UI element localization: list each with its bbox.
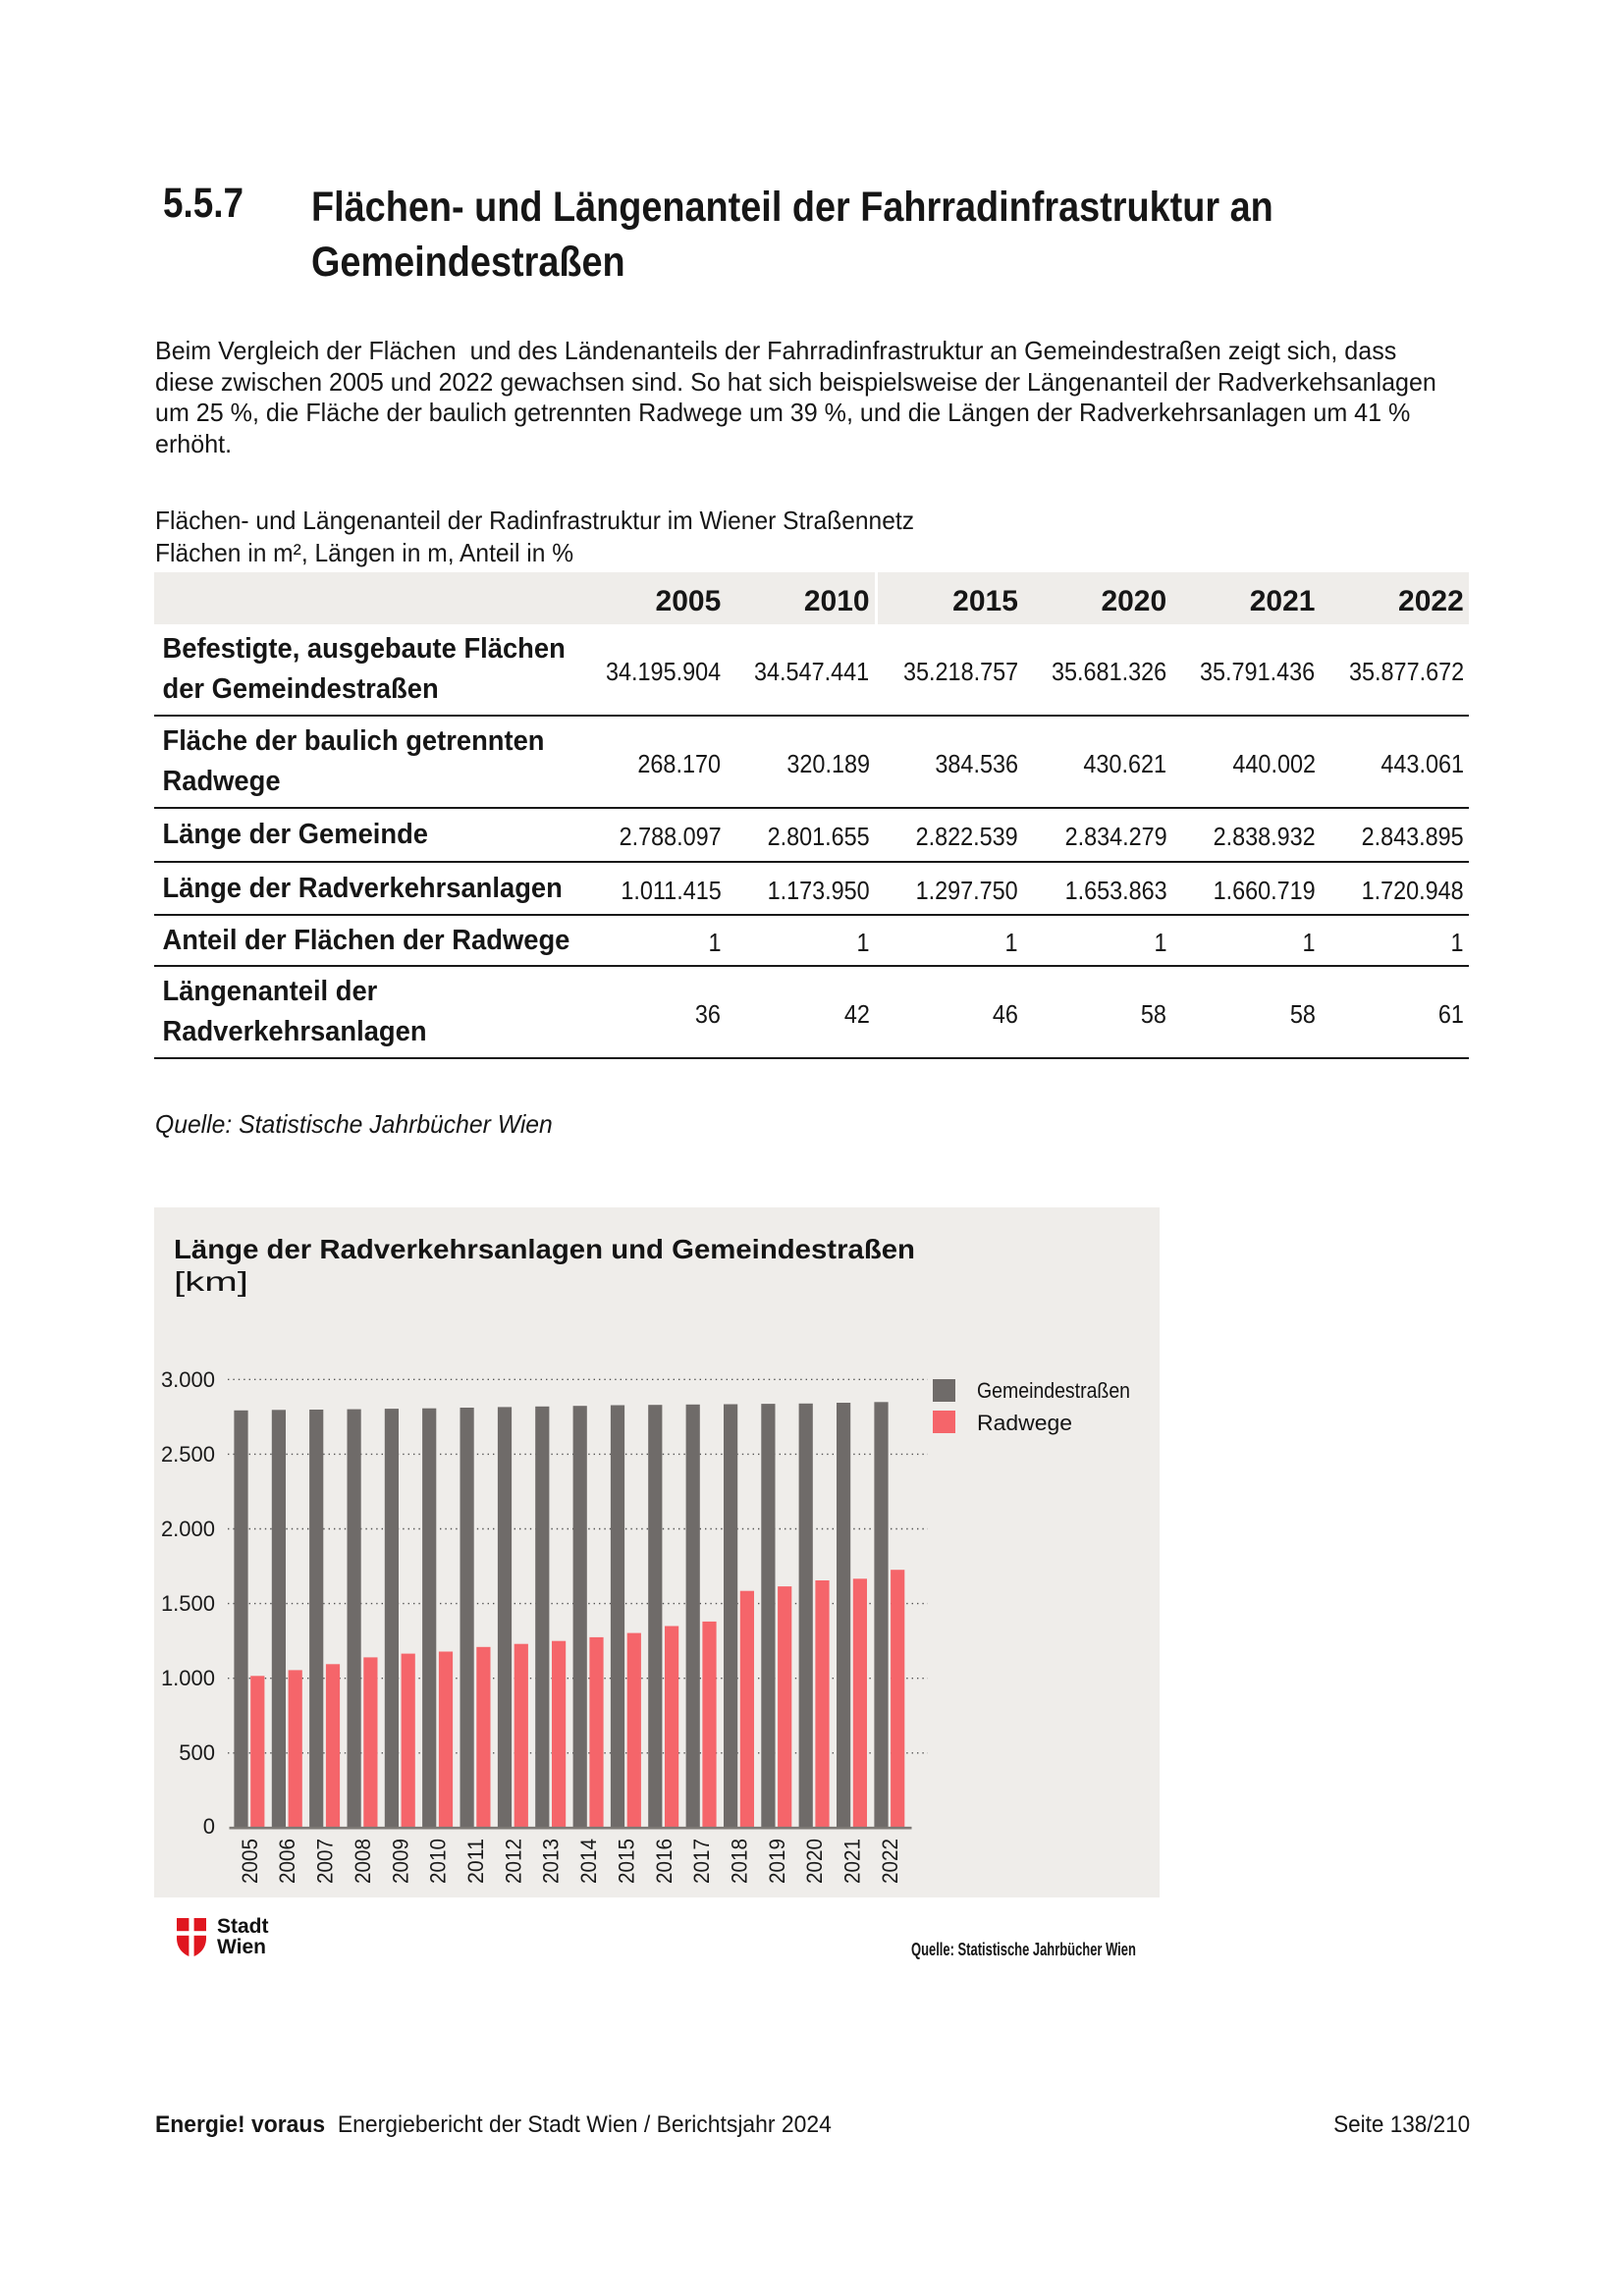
svg-text:2008: 2008 bbox=[351, 1839, 375, 1884]
svg-text:0: 0 bbox=[203, 1814, 215, 1839]
svg-text:2022: 2022 bbox=[878, 1839, 902, 1884]
svg-text:2012: 2012 bbox=[501, 1839, 525, 1884]
svg-text:2011: 2011 bbox=[463, 1839, 488, 1884]
svg-text:[km]: [km] bbox=[174, 1266, 248, 1297]
svg-text:Länge der Radverkehrsanlagen u: Länge der Radverkehrsanlagen und Gemeind… bbox=[174, 1234, 915, 1264]
svg-text:2018: 2018 bbox=[728, 1839, 752, 1884]
svg-text:2009: 2009 bbox=[388, 1839, 412, 1884]
svg-text:2019: 2019 bbox=[765, 1839, 789, 1884]
svg-text:2013: 2013 bbox=[539, 1839, 564, 1884]
svg-text:2006: 2006 bbox=[275, 1839, 299, 1884]
svg-text:1.500: 1.500 bbox=[161, 1591, 215, 1616]
svg-text:2.000: 2.000 bbox=[161, 1517, 215, 1541]
svg-text:Gemeindestraßen: Gemeindestraßen bbox=[977, 1378, 1130, 1403]
svg-text:2005: 2005 bbox=[238, 1839, 262, 1884]
svg-text:2.500: 2.500 bbox=[161, 1442, 215, 1467]
svg-text:Radwege: Radwege bbox=[977, 1411, 1072, 1435]
svg-text:1.000: 1.000 bbox=[161, 1666, 215, 1690]
svg-text:2016: 2016 bbox=[652, 1839, 677, 1884]
svg-text:2015: 2015 bbox=[614, 1839, 638, 1884]
svg-text:3.000: 3.000 bbox=[161, 1367, 215, 1392]
svg-text:2017: 2017 bbox=[689, 1839, 714, 1884]
svg-text:500: 500 bbox=[179, 1740, 215, 1765]
svg-text:2020: 2020 bbox=[802, 1839, 827, 1884]
svg-text:2021: 2021 bbox=[840, 1839, 865, 1884]
svg-text:2010: 2010 bbox=[426, 1839, 451, 1884]
svg-text:2014: 2014 bbox=[576, 1839, 601, 1884]
svg-text:2007: 2007 bbox=[313, 1839, 338, 1884]
